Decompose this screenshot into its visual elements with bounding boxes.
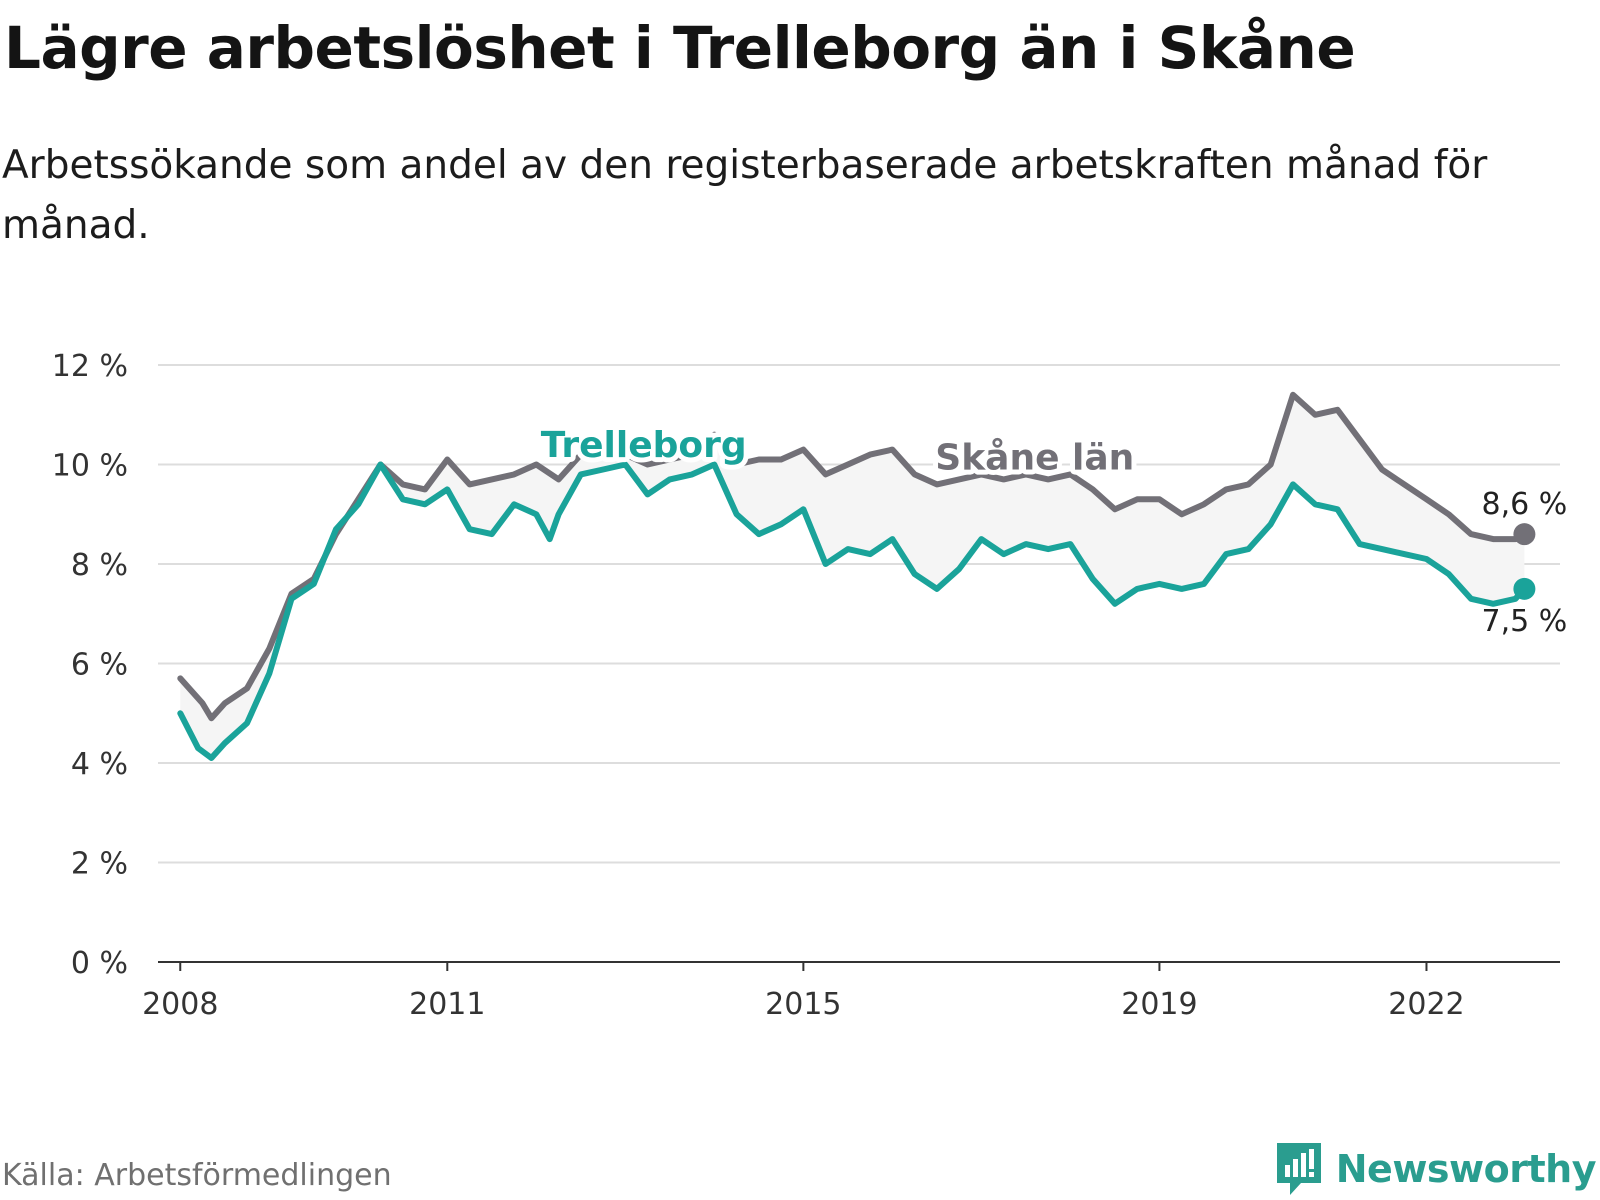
x-tick-label: 2022 [1388,987,1464,1022]
y-tick-label: 0 % [71,946,128,981]
y-tick-label: 10 % [52,449,128,484]
trelleborg-end-dot [1513,577,1536,600]
trelleborg-series-label: Trelleborg [541,425,747,466]
series-lines [177,391,1536,761]
x-tick-label: 2011 [409,987,485,1022]
x-axis: 2008 2011 2015 2019 2022 [142,961,1560,1022]
trelleborg-end-label: 7,5 % [1482,604,1568,639]
series-labels: 8,6 % 7,5 % Trelleborg Skåne län [536,420,1568,639]
x-tick-label: 2019 [1121,987,1197,1022]
gap-band [180,394,1525,758]
chart-title: Lägre arbetslöshet i Trelleborg än i Skå… [4,14,1356,82]
newsworthy-logo-icon [1276,1143,1321,1195]
trelleborg-line [177,461,1528,761]
brand-name: Newsworthy [1335,1147,1597,1191]
source-note: Källa: Arbetsförmedlingen [2,1158,392,1193]
brand: Newsworthy [1274,1140,1597,1198]
skane-end-dot [1513,523,1536,546]
skane-end-label: 8,6 % [1482,487,1568,522]
chart-subtitle: Arbetssökande som andel av den registerb… [2,143,1488,248]
y-tick-label: 4 % [71,747,128,782]
y-tick-label: 8 % [71,548,128,583]
x-tick-label: 2015 [765,987,841,1022]
y-axis-labels: 0 % 2 % 4 % 6 % 8 % 10 % 12 % [52,349,128,981]
y-tick-label: 6 % [71,648,128,683]
x-tick-label: 2008 [142,987,218,1022]
y-tick-label: 12 % [52,349,128,384]
y-tick-label: 2 % [71,847,128,882]
skane-series-label: Skåne län [935,437,1134,478]
